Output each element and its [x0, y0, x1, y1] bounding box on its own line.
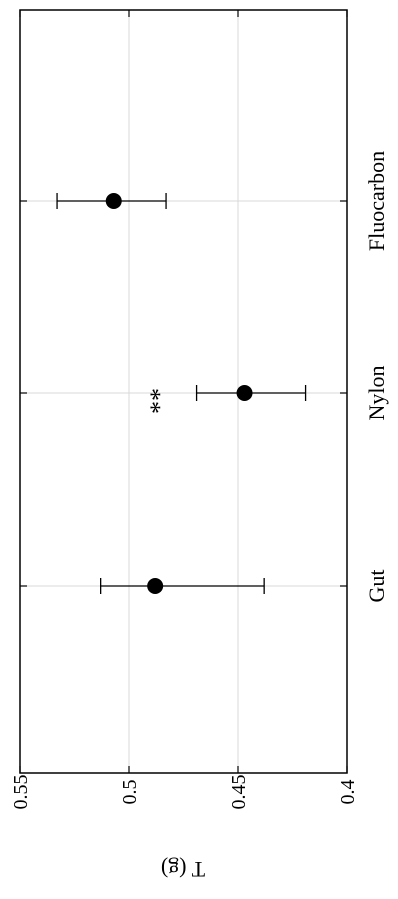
data-points [105, 193, 253, 594]
significance-mark: ** [145, 388, 174, 414]
plot-frame [19, 9, 348, 774]
category-label: Fluocarbon [364, 151, 389, 251]
axis-ticks [19, 10, 348, 773]
tick-label: 0.4 [337, 780, 359, 805]
tick-label: 0.5 [119, 780, 141, 805]
tick-label: 0.45 [228, 775, 250, 810]
y-axis-title: T (g) [161, 857, 205, 882]
category-label: Gut [364, 570, 389, 603]
plot-background [20, 10, 347, 773]
tick-label: 0.55 [10, 775, 32, 810]
axis-labels: 0.55 0.5 0.45 0.4 Gut Nylon Fluocarbon ** [10, 151, 389, 810]
data-point [236, 385, 253, 401]
data-point [105, 193, 122, 209]
data-point [147, 578, 164, 594]
category-label: Nylon [364, 366, 389, 421]
